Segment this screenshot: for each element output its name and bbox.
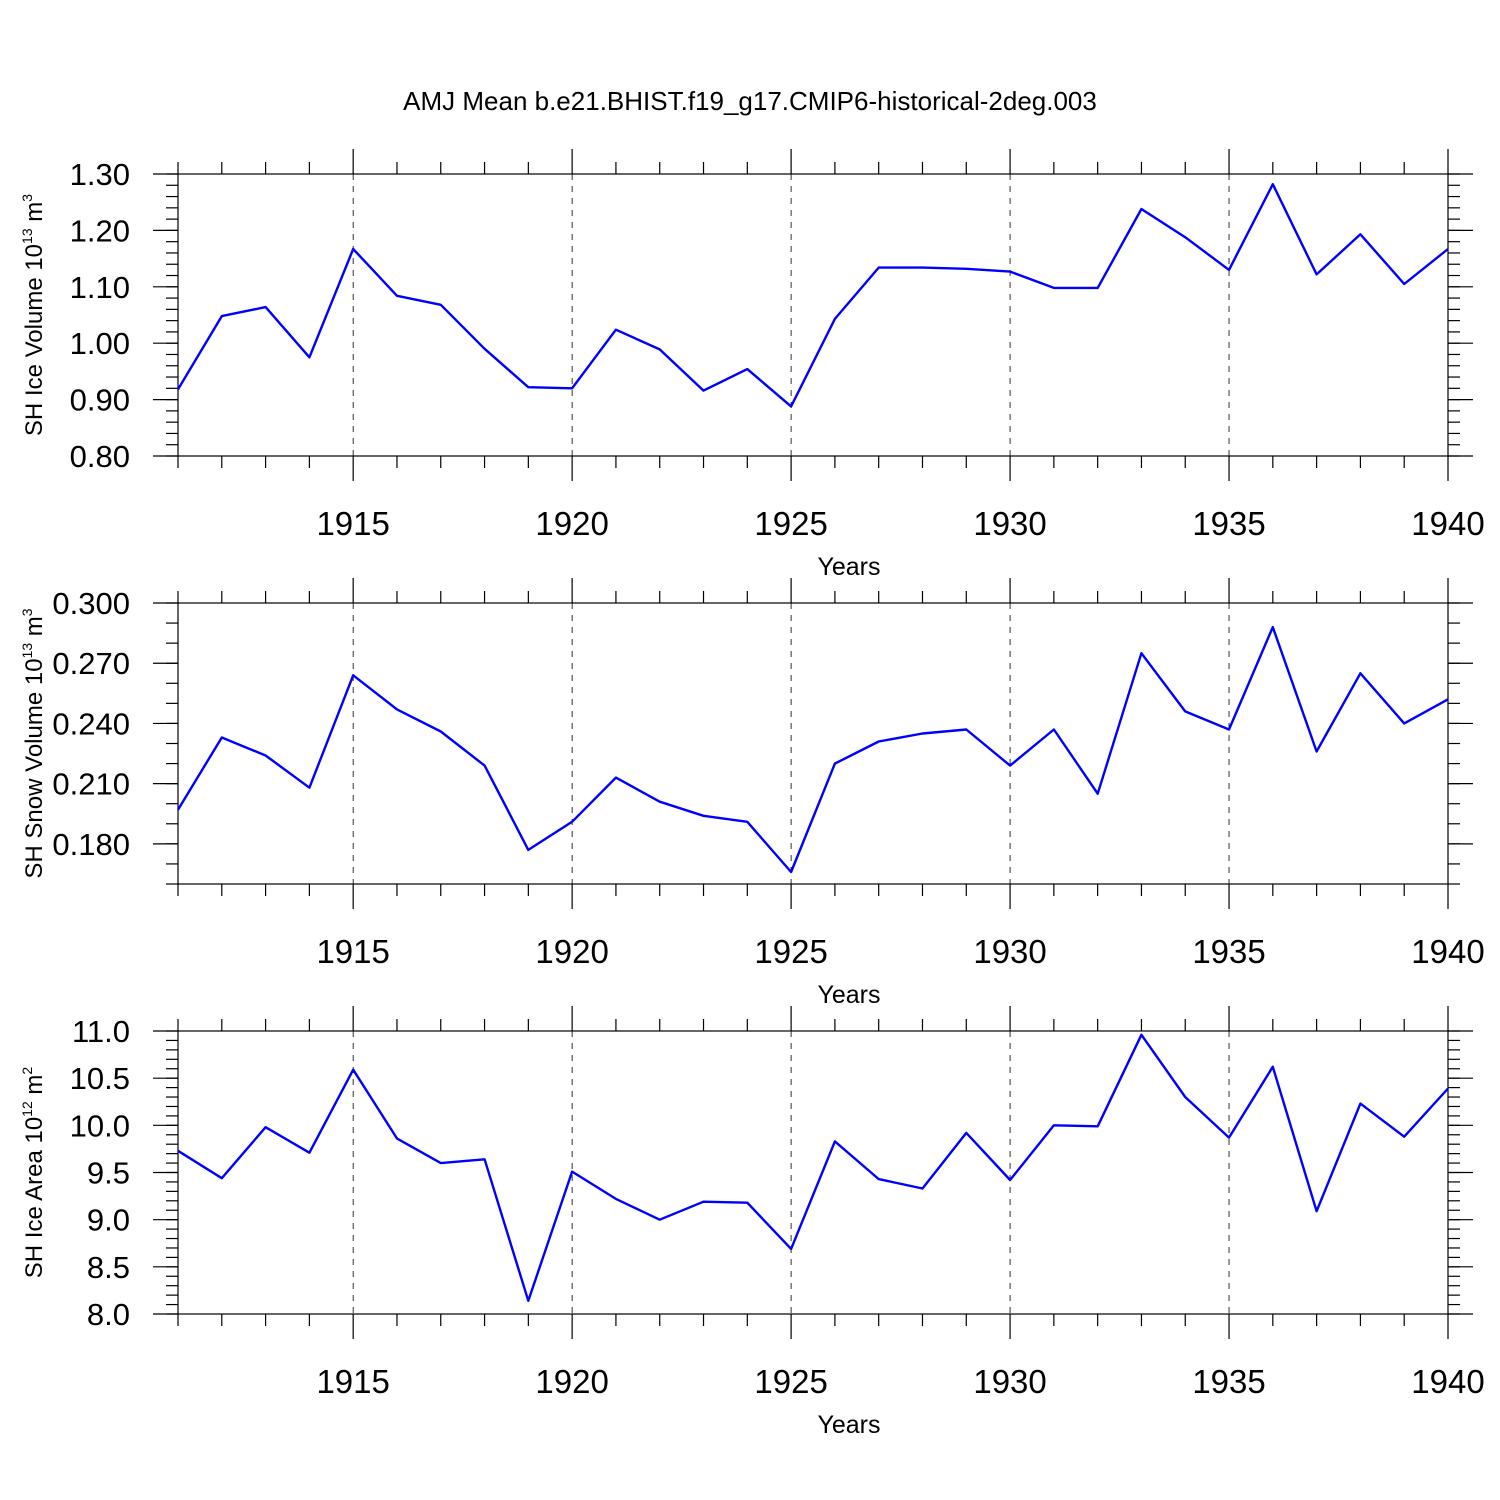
y-tick-label: 10.5 xyxy=(70,1061,130,1096)
y-tick-label: 1.30 xyxy=(70,157,130,192)
y-tick-label: 0.90 xyxy=(70,383,130,418)
plot-frame-ice-volume xyxy=(177,173,1449,457)
x-axis-label: Years xyxy=(817,553,880,581)
x-tick-label: 1935 xyxy=(1192,505,1265,542)
figure-title: AMJ Mean b.e21.BHIST.f19_g17.CMIP6-histo… xyxy=(403,86,1097,116)
x-tick-label: 1940 xyxy=(1411,1363,1484,1400)
x-tick-label: 1915 xyxy=(316,505,389,542)
series-line-snow-volume xyxy=(176,625,1449,874)
x-tick-label: 1935 xyxy=(1192,1363,1265,1400)
x-axis-label: Years xyxy=(817,1411,880,1439)
x-tick-label: 1930 xyxy=(973,1363,1046,1400)
x-axis-label: Years xyxy=(817,981,880,1009)
x-tick-label: 1925 xyxy=(754,933,827,970)
x-tick-label: 1935 xyxy=(1192,933,1265,970)
y-tick-label: 0.80 xyxy=(70,439,130,474)
series-line-ice-area xyxy=(177,1033,1449,1303)
x-tick-label: 1925 xyxy=(754,1363,827,1400)
plot-frame-snow-volume xyxy=(177,602,1449,885)
y-axis-label: SH Snow Volume 1013 m3 xyxy=(19,608,48,878)
plot-frame-ice-area xyxy=(177,1030,1449,1315)
y-axis-label: SH Ice Volume 1013 m3 xyxy=(19,194,48,436)
series-line-ice-volume xyxy=(176,182,1449,408)
x-tick-label: 1920 xyxy=(535,1363,608,1400)
y-tick-label: 1.00 xyxy=(70,326,130,361)
y-tick-label: 9.0 xyxy=(87,1203,130,1238)
x-tick-label: 1940 xyxy=(1411,933,1484,970)
x-tick-label: 1920 xyxy=(535,505,608,542)
y-tick-label: 11.0 xyxy=(72,1014,130,1049)
y-tick-label: 10.0 xyxy=(70,1108,130,1143)
y-axis-label: SH Ice Area 1012 m2 xyxy=(19,1067,48,1279)
x-tick-label: 1925 xyxy=(754,505,827,542)
x-tick-label: 1940 xyxy=(1411,505,1484,542)
y-tick-label: 9.5 xyxy=(87,1156,130,1191)
x-tick-label: 1920 xyxy=(535,933,608,970)
panel-ice-volume: 1915 1920 1925 1930 1935 1940 Years 0.80 0.90 1.0… xyxy=(19,149,1485,581)
y-tick-label: 8.0 xyxy=(87,1297,130,1332)
panel-ice-area: 1915 1920 1925 1930 1935 1940 Years 8.0 8.5 9.0 9.… xyxy=(19,1006,1485,1439)
x-tick-label: 1915 xyxy=(316,1363,389,1400)
y-tick-label: 1.10 xyxy=(70,270,130,305)
x-tick-label: 1930 xyxy=(973,505,1046,542)
panel-snow-volume: 1915 1920 1925 1930 1935 1940 Years 0.180 0.210 0… xyxy=(19,578,1485,1009)
y-tick-label: 0.210 xyxy=(52,767,130,802)
y-tick-label: 0.240 xyxy=(52,706,130,741)
y-tick-label: 1.20 xyxy=(70,213,130,248)
y-tick-label: 0.300 xyxy=(52,586,130,621)
x-tick-label: 1930 xyxy=(973,933,1046,970)
y-tick-label: 0.180 xyxy=(52,827,130,862)
y-tick-label: 0.270 xyxy=(52,646,130,681)
x-tick-label: 1915 xyxy=(316,933,389,970)
y-tick-label: 8.5 xyxy=(87,1250,130,1285)
